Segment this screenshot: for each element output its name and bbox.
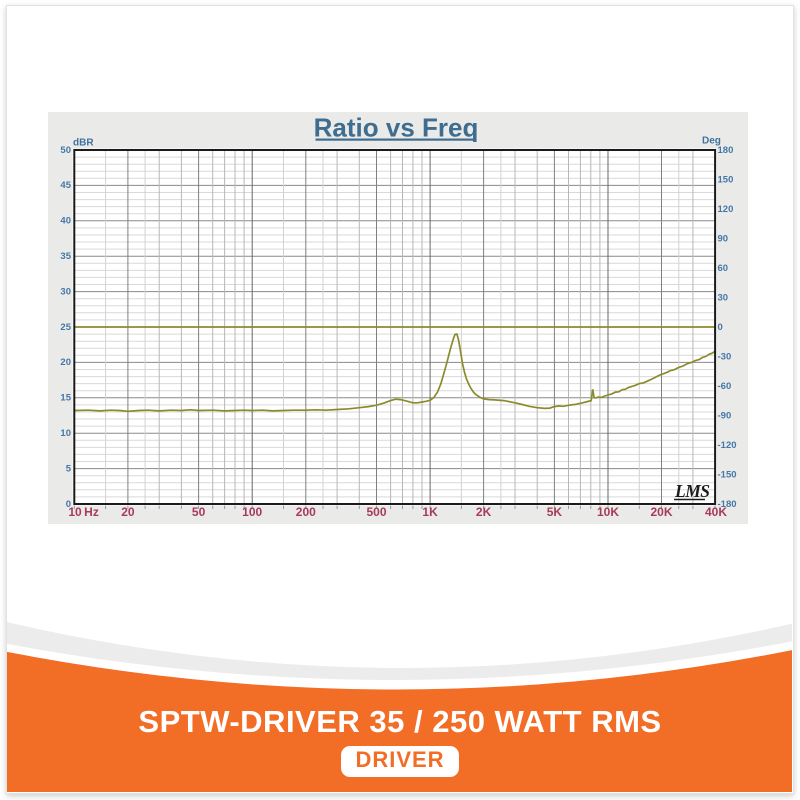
svg-text:-90: -90: [718, 410, 732, 421]
svg-text:-60: -60: [718, 381, 732, 392]
svg-text:5: 5: [66, 463, 72, 474]
svg-text:-180: -180: [718, 499, 737, 510]
svg-text:2K: 2K: [476, 505, 492, 519]
svg-text:Ratio vs Freq: Ratio vs Freq: [314, 113, 479, 143]
svg-text:40: 40: [60, 216, 71, 227]
svg-text:0: 0: [66, 499, 71, 510]
svg-text:45: 45: [60, 180, 71, 191]
svg-text:10: 10: [68, 505, 82, 519]
svg-text:30: 30: [60, 286, 71, 297]
svg-text:25: 25: [60, 322, 71, 333]
svg-text:120: 120: [718, 204, 734, 215]
svg-text:180: 180: [718, 145, 734, 156]
svg-text:100: 100: [242, 505, 262, 519]
svg-text:20: 20: [60, 357, 71, 368]
svg-text:LMS: LMS: [674, 481, 709, 501]
svg-text:60: 60: [718, 263, 729, 274]
svg-text:5K: 5K: [547, 505, 563, 519]
svg-text:0: 0: [718, 322, 723, 333]
svg-text:20K: 20K: [650, 505, 672, 519]
svg-text:50: 50: [60, 145, 71, 156]
svg-text:50: 50: [192, 505, 206, 519]
svg-text:200: 200: [296, 505, 316, 519]
svg-text:-150: -150: [718, 469, 737, 480]
svg-text:20: 20: [121, 505, 135, 519]
svg-text:90: 90: [718, 233, 729, 244]
svg-text:10: 10: [60, 428, 71, 439]
svg-text:-30: -30: [718, 351, 732, 362]
svg-text:Hz: Hz: [84, 505, 99, 519]
svg-text:dBR: dBR: [73, 138, 94, 149]
svg-text:30: 30: [718, 292, 729, 303]
svg-text:1K: 1K: [422, 505, 438, 519]
svg-text:35: 35: [60, 251, 71, 262]
svg-text:10K: 10K: [597, 505, 619, 519]
svg-text:150: 150: [718, 174, 734, 185]
svg-text:Deg: Deg: [702, 136, 721, 147]
svg-text:500: 500: [366, 505, 386, 519]
svg-text:-120: -120: [718, 440, 737, 451]
svg-text:15: 15: [60, 393, 71, 404]
svg-text:40K: 40K: [705, 505, 727, 519]
